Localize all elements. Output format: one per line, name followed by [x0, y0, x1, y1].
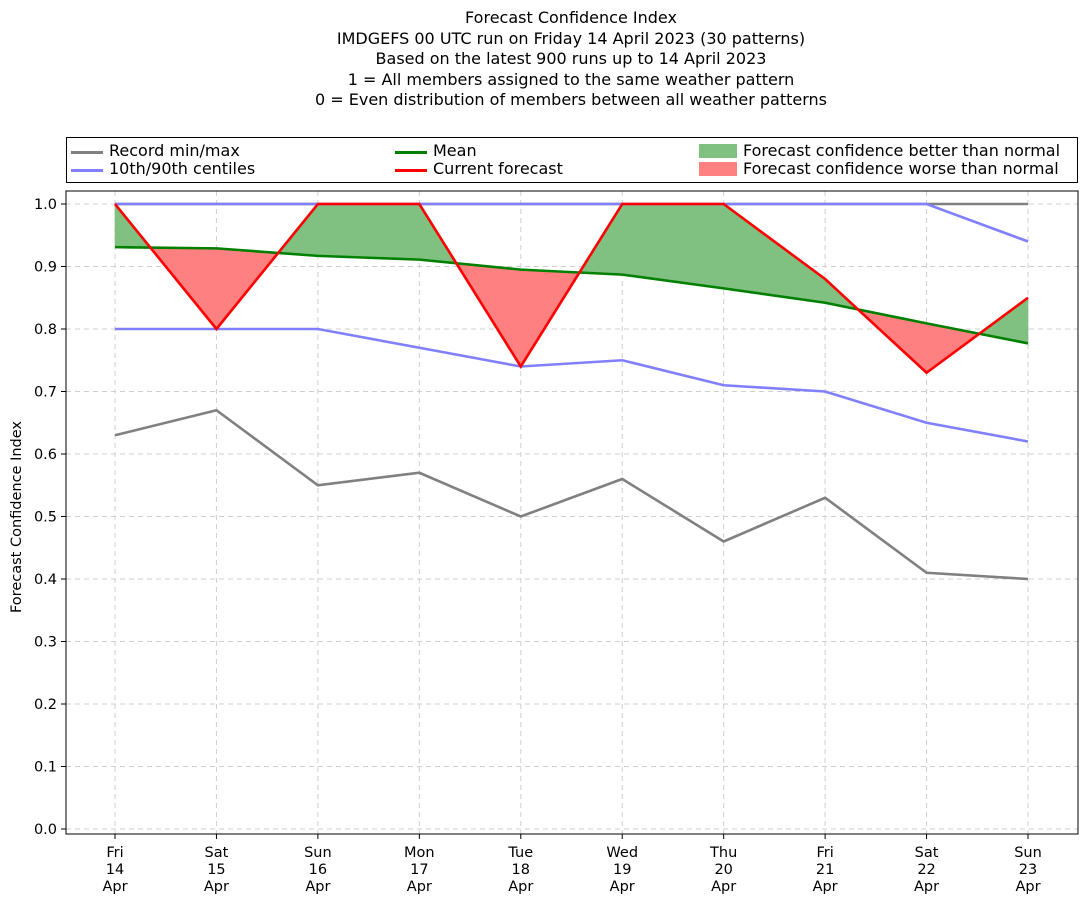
- grid: [66, 191, 1078, 834]
- y-tick-label: 0.5: [34, 510, 57, 526]
- x-tick-label: Thu: [709, 845, 737, 861]
- legend-label-centiles: 10th/90th centiles: [109, 159, 256, 178]
- legend-label-mean: Mean: [433, 141, 477, 160]
- x-tick-label: Mon: [404, 845, 435, 861]
- x-tick-label: Apr: [1015, 879, 1040, 895]
- series-line-current: [113, 202, 1029, 375]
- y-tick-label: 0.1: [34, 760, 57, 776]
- x-tick-label: Apr: [914, 879, 939, 895]
- x-tick-label: Apr: [305, 879, 330, 895]
- legend-swatch-centiles: [71, 169, 103, 172]
- legend-label-worse: Forecast confidence worse than normal: [743, 159, 1059, 178]
- x-tick-label: 20: [714, 862, 732, 878]
- y-tick-label: 0.4: [34, 572, 57, 588]
- x-tick-label: Apr: [711, 879, 736, 895]
- x-tick-label: Apr: [204, 879, 229, 895]
- fill-segment: [317, 203, 420, 260]
- x-tick-label: Sun: [304, 845, 332, 861]
- y-tick-label: 1.0: [34, 197, 57, 213]
- legend-label-current: Current forecast: [433, 159, 563, 178]
- x-tick-label: Wed: [606, 845, 638, 861]
- x-tick-label: Sun: [1014, 845, 1042, 861]
- legend-label-record: Record min/max: [109, 141, 240, 160]
- x-tick-label: 15: [207, 862, 225, 878]
- x-tick-label: Sat: [915, 845, 939, 861]
- x-tick-label: 23: [1019, 862, 1037, 878]
- series-lines: [113, 202, 1029, 581]
- x-tick-label: Sat: [205, 845, 229, 861]
- x-tick-label: 19: [613, 862, 631, 878]
- legend-swatch-mean: [395, 151, 427, 154]
- y-tick-label: 0.7: [34, 385, 57, 401]
- x-tick-label: 16: [309, 862, 327, 878]
- fill-segment: [723, 203, 826, 304]
- x-tick-label: 14: [106, 862, 124, 878]
- legend-swatch-current: [395, 169, 427, 172]
- x-tick-label: Apr: [407, 879, 432, 895]
- y-tick-label: 0.9: [34, 260, 57, 276]
- x-tick-label: Fri: [106, 845, 123, 861]
- title-line-2: IMDGEFS 00 UTC run on Friday 14 April 20…: [336, 28, 806, 48]
- chart-title: Forecast Confidence Index IMDGEFS 00 UTC…: [0, 8, 1092, 111]
- x-tick-label: Fri: [816, 845, 833, 861]
- y-tick-label: 0.8: [34, 322, 57, 338]
- title-line-1: Forecast Confidence Index: [465, 8, 677, 27]
- y-tick-label: 0.2: [34, 697, 57, 713]
- title-line-3: Based on the latest 900 runs up to 14 Ap…: [375, 49, 767, 68]
- y-tick-label: 0.0: [34, 822, 57, 838]
- x-tick-label: Apr: [102, 879, 127, 895]
- x-tick-label: Apr: [610, 879, 635, 895]
- x-tick-label: 22: [917, 862, 935, 878]
- plot-frame: [65, 190, 1079, 835]
- title-line-5: 0 = Even distribution of members between…: [314, 90, 828, 109]
- x-tick-label: Tue: [507, 845, 533, 861]
- x-tick-label: Apr: [508, 879, 533, 895]
- legend-label-better: Forecast confidence better than normal: [743, 141, 1061, 160]
- series-line-record-min: [114, 408, 1029, 581]
- y-tick-label: 0.6: [34, 447, 57, 463]
- axis-ticks: 0.00.10.20.30.40.50.60.70.80.91.0Fri14Ap…: [34, 197, 1042, 895]
- x-tick-label: 18: [512, 862, 530, 878]
- series-line-p90: [115, 202, 1029, 243]
- legend-swatch-worse: [699, 162, 737, 176]
- x-tick-label: 17: [410, 862, 428, 878]
- legend: Record min/max 10th/90th centiles Mean C…: [66, 137, 1078, 183]
- y-axis-label: Forecast Confidence Index: [9, 421, 25, 613]
- fill-areas: [114, 202, 1029, 374]
- legend-swatch-better: [699, 144, 737, 158]
- x-tick-label: 21: [816, 862, 834, 878]
- x-tick-label: Apr: [813, 879, 838, 895]
- series-line-p10: [115, 327, 1029, 443]
- title-line-4: 1 = All members assigned to the same wea…: [347, 69, 795, 89]
- legend-swatch-record: [71, 151, 103, 154]
- y-tick-label: 0.3: [34, 635, 57, 651]
- series-line-mean: [114, 245, 1029, 345]
